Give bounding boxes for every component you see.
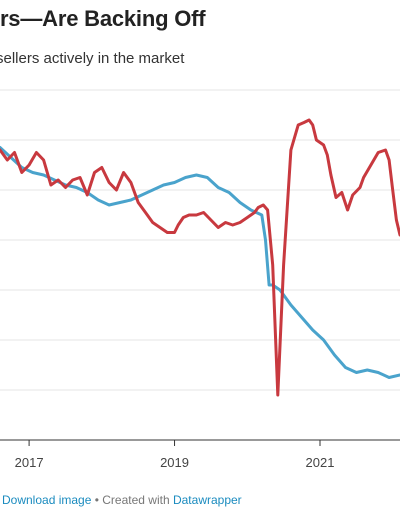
download-image-link[interactable]: Download image xyxy=(2,493,92,507)
series-line-2 xyxy=(0,118,400,397)
chart-subtitle: sellers actively in the market xyxy=(0,50,185,67)
footer-separator: • Created with xyxy=(91,493,173,507)
chart-footer: Download image • Created with Datawrappe… xyxy=(2,493,242,507)
datawrapper-link[interactable]: Datawrapper xyxy=(172,493,242,507)
series-line-1 xyxy=(0,146,400,379)
chart-title: lers—Are Backing Off xyxy=(0,6,206,31)
x-tick-label: 2019 xyxy=(160,455,189,470)
gridlines xyxy=(0,89,400,391)
x-tick-label: 2017 xyxy=(15,455,44,470)
x-axis: 2017 2019 2021 xyxy=(0,439,400,470)
x-tick-label: 2021 xyxy=(306,455,335,470)
series-lines xyxy=(0,118,400,397)
